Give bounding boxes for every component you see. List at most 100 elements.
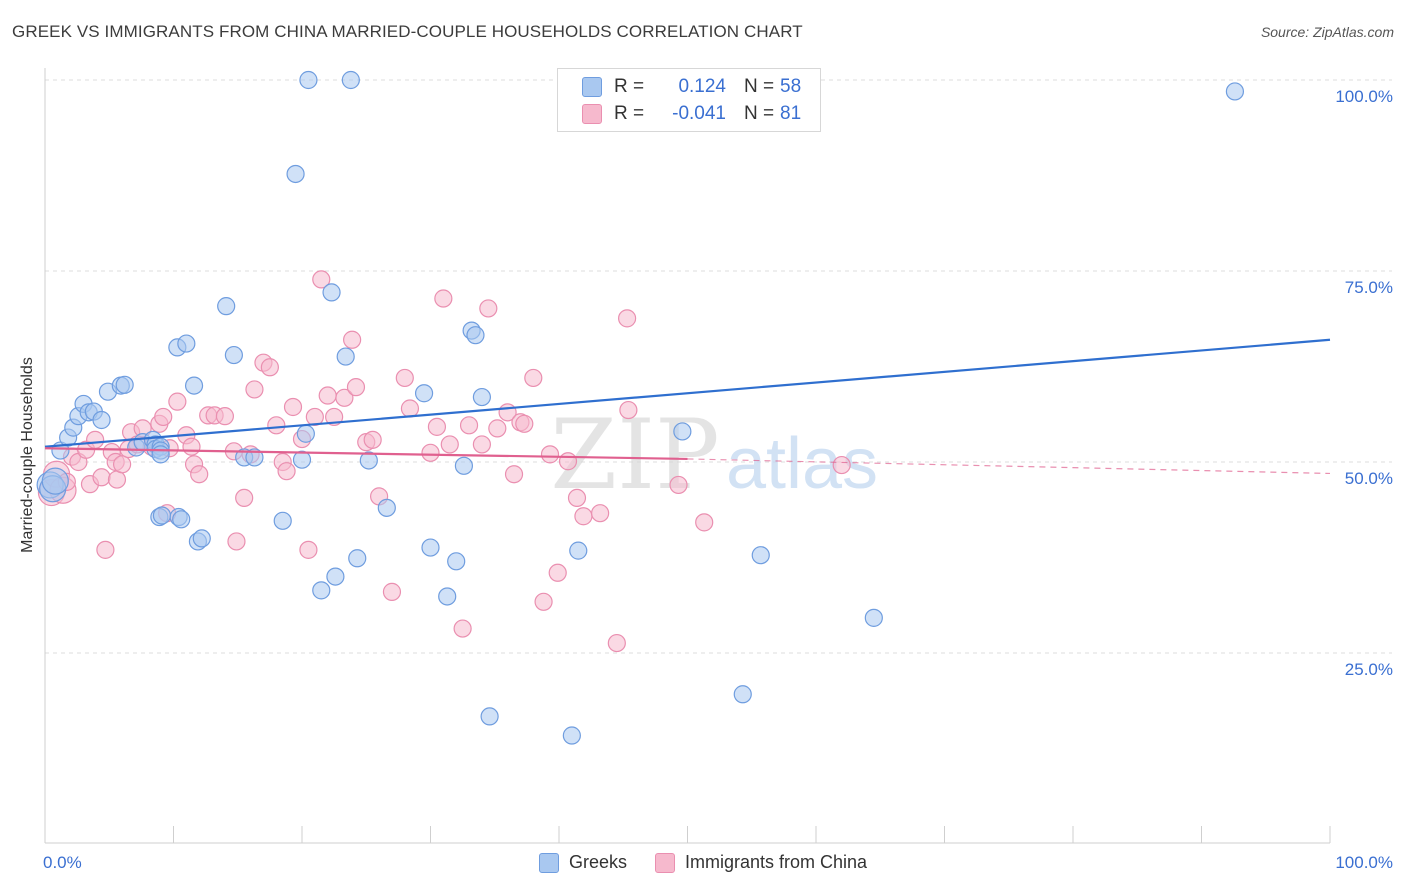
- y-tick-100: 100.0%: [1335, 87, 1393, 106]
- china-point: [548, 563, 567, 582]
- greeks-point: [341, 70, 360, 90]
- china-point: [479, 299, 498, 318]
- greeks-point: [296, 424, 315, 443]
- greeks-point: [322, 283, 341, 302]
- china-point: [488, 419, 507, 438]
- greeks-point: [421, 538, 440, 557]
- greeks-point: [286, 164, 305, 184]
- greeks-point: [472, 387, 491, 407]
- x-tick-max: 100.0%: [1335, 853, 1393, 872]
- greeks-point: [273, 511, 292, 530]
- greeks-point: [480, 707, 499, 726]
- china-r-value: -0.041: [672, 103, 726, 124]
- china-point: [459, 416, 479, 435]
- china-point: [515, 414, 534, 433]
- greeks-point: [751, 546, 770, 565]
- legend-item-greeks: Greeks: [538, 852, 627, 873]
- china-point: [343, 330, 362, 349]
- china-point: [382, 582, 402, 601]
- china-n-value: 81: [780, 103, 802, 124]
- china-point: [190, 465, 209, 484]
- source-credit: Source: ZipAtlas.com: [1260, 24, 1394, 40]
- china-point: [832, 455, 851, 475]
- greeks-point: [359, 451, 378, 470]
- china-point: [400, 399, 420, 418]
- china-point: [112, 455, 132, 474]
- watermark-atlas: atlas: [726, 424, 878, 504]
- greeks-point: [569, 541, 588, 560]
- greeks-point: [217, 297, 236, 316]
- greeks-point: [414, 384, 434, 403]
- greeks-point: [224, 345, 243, 365]
- greeks-point: [377, 498, 396, 517]
- greeks-point: [92, 410, 111, 430]
- greeks-point: [312, 581, 331, 600]
- correlation-legend: R = 0.124 N = 58 R = -0.041 N = 81: [557, 68, 821, 132]
- greeks-point: [673, 422, 692, 441]
- greeks-point: [438, 587, 457, 606]
- china-point: [421, 443, 440, 462]
- trend-lines: [44, 338, 1331, 475]
- china-point: [235, 488, 254, 508]
- series-legend: Greeks Immigrants from China: [0, 852, 1406, 873]
- china-point: [168, 392, 187, 411]
- china-point: [92, 468, 111, 487]
- greeks-point: [466, 326, 485, 345]
- china-swatch-icon: [582, 104, 602, 124]
- china-point: [267, 416, 286, 435]
- series-greeks-points: [36, 70, 1245, 745]
- china-point: [305, 407, 324, 427]
- greeks-n-value: 58: [780, 76, 802, 97]
- greeks-point: [447, 552, 466, 571]
- china-point: [524, 368, 543, 388]
- greeks-point: [1225, 82, 1245, 101]
- china-point: [427, 417, 447, 436]
- y-tick-50: 50.0%: [1344, 469, 1393, 488]
- greeks-point: [184, 376, 204, 395]
- greeks-point: [151, 445, 170, 464]
- chart-title: GREEK VS IMMIGRANTS FROM CHINA MARRIED-C…: [12, 22, 803, 41]
- y-tick-75: 75.0%: [1344, 278, 1393, 297]
- greeks-point: [292, 450, 312, 469]
- greeks-point: [41, 467, 69, 495]
- greeks-swatch-icon: [582, 77, 602, 97]
- greeks-point: [177, 334, 196, 353]
- y-tick-25: 25.0%: [1344, 660, 1393, 679]
- china-point: [453, 619, 472, 638]
- china-point: [318, 386, 337, 405]
- greeks-point: [326, 567, 345, 586]
- china-point: [534, 592, 553, 611]
- greeks-point: [454, 456, 474, 475]
- china-r-label: R =: [614, 103, 645, 124]
- legend-label-china: Immigrants from China: [684, 852, 868, 872]
- china-n-label: N =: [744, 103, 775, 124]
- china-point: [154, 407, 173, 427]
- legend-row-greeks: R = 0.124 N = 58: [582, 74, 801, 100]
- watermark: ZIP atlas: [550, 399, 878, 511]
- greeks-point: [152, 506, 172, 525]
- china-point: [96, 540, 115, 559]
- china-point: [277, 462, 296, 481]
- greeks-point: [245, 448, 264, 467]
- x-tick-min: 0.0%: [43, 853, 82, 872]
- china-point: [574, 507, 593, 526]
- legend-row-china: R = -0.041 N = 81: [582, 101, 801, 127]
- china-point: [215, 407, 234, 426]
- greeks-point: [299, 70, 318, 90]
- china-point: [607, 633, 626, 653]
- greeks-n-label: N =: [744, 76, 775, 97]
- china-point: [395, 368, 414, 388]
- china-point: [312, 270, 331, 289]
- legend-item-china: Immigrants from China: [654, 852, 868, 873]
- greeks-point: [192, 529, 211, 548]
- china-point: [325, 407, 344, 427]
- china-point: [591, 504, 610, 523]
- china-point: [227, 532, 246, 551]
- china-point: [540, 445, 560, 464]
- china-point: [434, 289, 453, 308]
- china-trend-line: [44, 447, 688, 461]
- greeks-point: [562, 726, 581, 745]
- china-trend-extension: [687, 458, 1331, 475]
- greeks-point: [864, 608, 883, 627]
- greeks-trend-line: [44, 338, 1331, 448]
